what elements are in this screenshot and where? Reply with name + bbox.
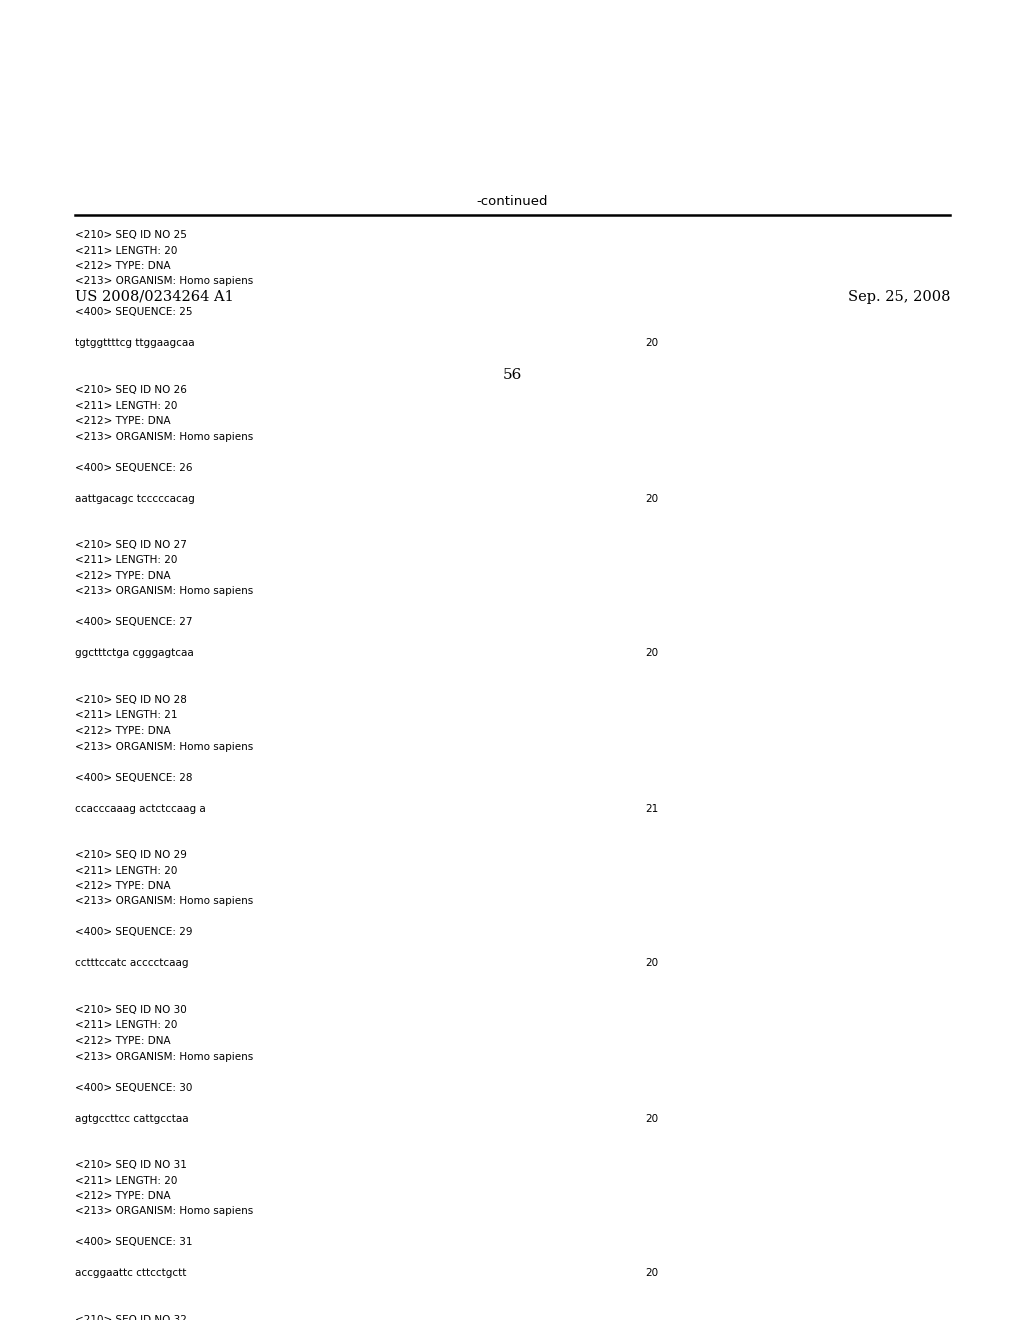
- Text: 20: 20: [645, 338, 658, 348]
- Text: <212> TYPE: DNA: <212> TYPE: DNA: [75, 1191, 171, 1201]
- Text: <213> ORGANISM: Homo sapiens: <213> ORGANISM: Homo sapiens: [75, 896, 253, 907]
- Text: <212> TYPE: DNA: <212> TYPE: DNA: [75, 880, 171, 891]
- Text: <211> LENGTH: 20: <211> LENGTH: 20: [75, 400, 177, 411]
- Text: <210> SEQ ID NO 30: <210> SEQ ID NO 30: [75, 1005, 186, 1015]
- Text: <210> SEQ ID NO 29: <210> SEQ ID NO 29: [75, 850, 186, 861]
- Text: <211> LENGTH: 20: <211> LENGTH: 20: [75, 1020, 177, 1031]
- Text: <400> SEQUENCE: 31: <400> SEQUENCE: 31: [75, 1238, 193, 1247]
- Text: <210> SEQ ID NO 26: <210> SEQ ID NO 26: [75, 385, 186, 395]
- Text: 20: 20: [645, 1269, 658, 1279]
- Text: accggaattc cttcctgctt: accggaattc cttcctgctt: [75, 1269, 186, 1279]
- Text: <400> SEQUENCE: 26: <400> SEQUENCE: 26: [75, 462, 193, 473]
- Text: <400> SEQUENCE: 25: <400> SEQUENCE: 25: [75, 308, 193, 318]
- Text: <211> LENGTH: 20: <211> LENGTH: 20: [75, 866, 177, 875]
- Text: <210> SEQ ID NO 25: <210> SEQ ID NO 25: [75, 230, 186, 240]
- Text: ccacccaaag actctccaag a: ccacccaaag actctccaag a: [75, 804, 206, 813]
- Text: <210> SEQ ID NO 32: <210> SEQ ID NO 32: [75, 1315, 186, 1320]
- Text: <400> SEQUENCE: 27: <400> SEQUENCE: 27: [75, 618, 193, 627]
- Text: 20: 20: [645, 494, 658, 503]
- Text: <210> SEQ ID NO 27: <210> SEQ ID NO 27: [75, 540, 186, 550]
- Text: <213> ORGANISM: Homo sapiens: <213> ORGANISM: Homo sapiens: [75, 586, 253, 597]
- Text: <211> LENGTH: 20: <211> LENGTH: 20: [75, 246, 177, 256]
- Text: <213> ORGANISM: Homo sapiens: <213> ORGANISM: Homo sapiens: [75, 1206, 253, 1217]
- Text: Sep. 25, 2008: Sep. 25, 2008: [848, 290, 950, 304]
- Text: <400> SEQUENCE: 30: <400> SEQUENCE: 30: [75, 1082, 193, 1093]
- Text: <213> ORGANISM: Homo sapiens: <213> ORGANISM: Homo sapiens: [75, 432, 253, 441]
- Text: <212> TYPE: DNA: <212> TYPE: DNA: [75, 726, 171, 737]
- Text: <212> TYPE: DNA: <212> TYPE: DNA: [75, 1036, 171, 1045]
- Text: <210> SEQ ID NO 28: <210> SEQ ID NO 28: [75, 696, 186, 705]
- Text: <212> TYPE: DNA: <212> TYPE: DNA: [75, 416, 171, 426]
- Text: <211> LENGTH: 21: <211> LENGTH: 21: [75, 710, 177, 721]
- Text: 20: 20: [645, 648, 658, 659]
- Text: aattgacagc tcccccacag: aattgacagc tcccccacag: [75, 494, 195, 503]
- Text: <210> SEQ ID NO 31: <210> SEQ ID NO 31: [75, 1160, 186, 1170]
- Text: ggctttctga cgggagtcaa: ggctttctga cgggagtcaa: [75, 648, 194, 659]
- Text: <211> LENGTH: 20: <211> LENGTH: 20: [75, 556, 177, 565]
- Text: <212> TYPE: DNA: <212> TYPE: DNA: [75, 572, 171, 581]
- Text: 21: 21: [645, 804, 658, 813]
- Text: 20: 20: [645, 1114, 658, 1123]
- Text: <213> ORGANISM: Homo sapiens: <213> ORGANISM: Homo sapiens: [75, 276, 253, 286]
- Text: 20: 20: [645, 958, 658, 969]
- Text: <211> LENGTH: 20: <211> LENGTH: 20: [75, 1176, 177, 1185]
- Text: <213> ORGANISM: Homo sapiens: <213> ORGANISM: Homo sapiens: [75, 1052, 253, 1061]
- Text: 56: 56: [503, 368, 521, 381]
- Text: cctttccatc acccctcaag: cctttccatc acccctcaag: [75, 958, 188, 969]
- Text: agtgccttcc cattgcctaa: agtgccttcc cattgcctaa: [75, 1114, 188, 1123]
- Text: <213> ORGANISM: Homo sapiens: <213> ORGANISM: Homo sapiens: [75, 742, 253, 751]
- Text: US 2008/0234264 A1: US 2008/0234264 A1: [75, 290, 233, 304]
- Text: tgtggttttcg ttggaagcaa: tgtggttttcg ttggaagcaa: [75, 338, 195, 348]
- Text: <400> SEQUENCE: 29: <400> SEQUENCE: 29: [75, 928, 193, 937]
- Text: <400> SEQUENCE: 28: <400> SEQUENCE: 28: [75, 772, 193, 783]
- Text: <212> TYPE: DNA: <212> TYPE: DNA: [75, 261, 171, 271]
- Text: -continued: -continued: [476, 195, 548, 209]
